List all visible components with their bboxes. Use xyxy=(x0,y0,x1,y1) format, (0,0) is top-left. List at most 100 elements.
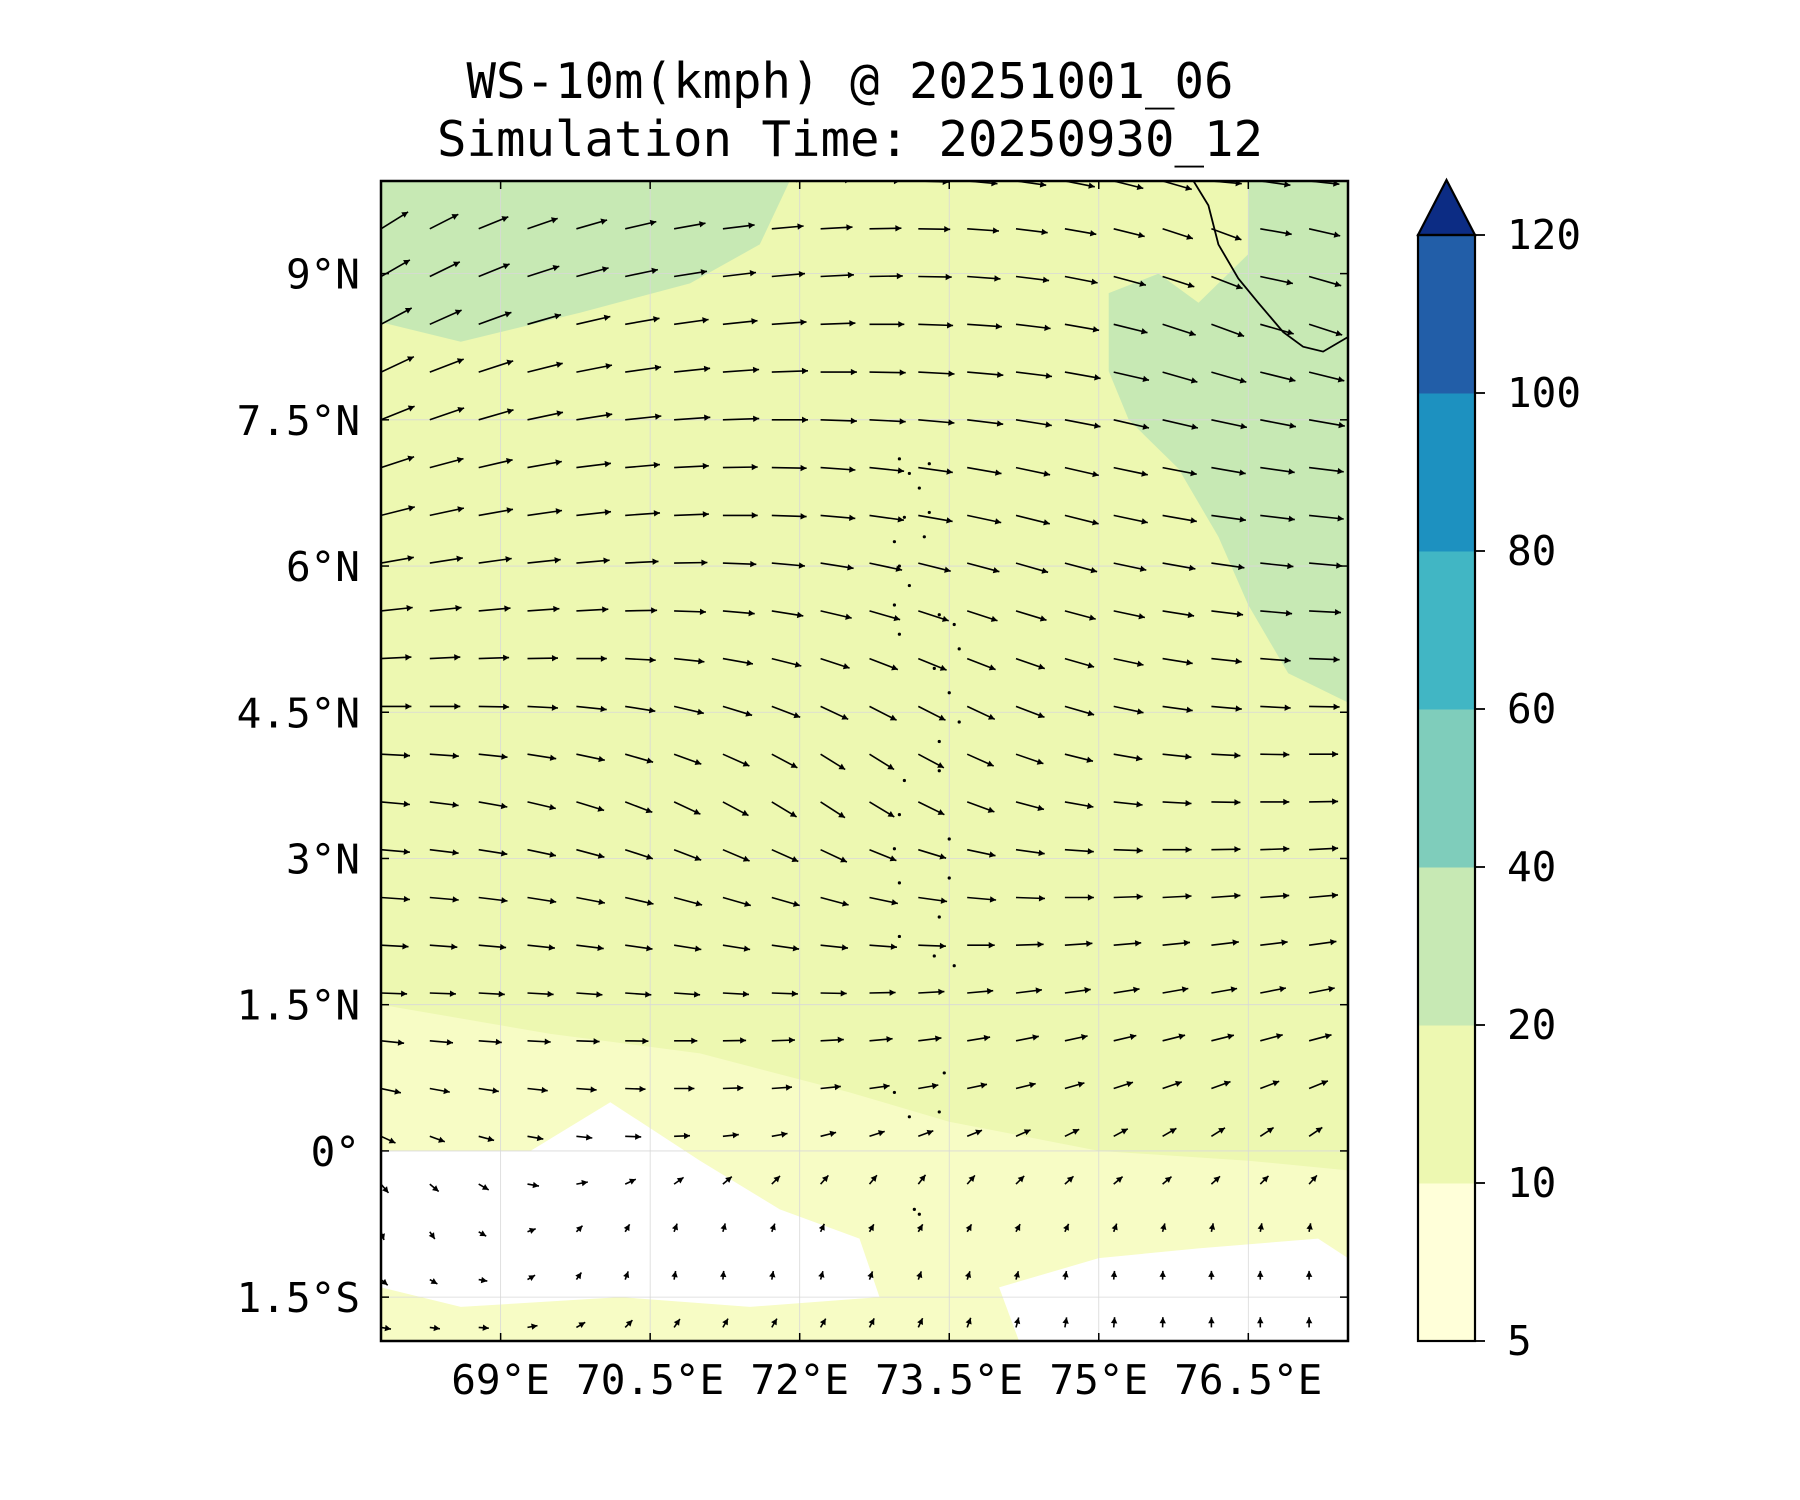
wind-arrow xyxy=(868,1174,878,1185)
island-dot xyxy=(892,603,897,607)
colorbar-extend-arrow xyxy=(1416,177,1477,237)
wind-arrow xyxy=(576,705,607,713)
wind-arrow-head xyxy=(1134,940,1142,947)
wind-arrow-head xyxy=(897,516,904,523)
wind-arrow-head xyxy=(504,311,512,318)
wind-arrow-head xyxy=(841,944,849,951)
wind-arrow xyxy=(1110,1270,1118,1280)
wind-arrow-head xyxy=(1279,986,1286,993)
wind-arrow xyxy=(625,413,662,421)
wind-arrow-head xyxy=(740,1037,747,1044)
wind-arrow xyxy=(381,1324,392,1332)
wind-arrow xyxy=(674,608,707,615)
wind-arrow xyxy=(527,1134,544,1142)
wind-arrow-head xyxy=(994,518,1002,525)
wind-arrow xyxy=(1064,657,1095,669)
wind-arrow-head xyxy=(702,462,709,470)
wind-arrow-head xyxy=(785,1084,793,1091)
wind-arrow-head xyxy=(1110,1317,1118,1324)
wind-arrow-head xyxy=(646,757,654,764)
y-axis-labels: 9°N 7.5°N 6°N 4.5°N 3°N 1.5°N 0° 1.5°S xyxy=(237,251,360,1323)
wind-arrow xyxy=(478,1087,499,1094)
wind-arrow xyxy=(624,801,653,814)
wind-arrow-head xyxy=(604,509,612,516)
wind-arrow xyxy=(1260,845,1290,853)
wind-arrow xyxy=(1113,610,1146,620)
wind-arrow xyxy=(1064,610,1096,621)
wind-arrow-head xyxy=(1190,469,1197,477)
wind-arrow-head xyxy=(382,1186,389,1193)
wind-arrow-shaft xyxy=(1211,419,1248,429)
wind-arrow-head xyxy=(752,366,760,374)
wind-arrow-head xyxy=(479,1230,487,1237)
wind-arrow xyxy=(429,848,459,856)
wind-arrow-head xyxy=(406,604,413,612)
wind-arrow-shaft xyxy=(967,419,1004,425)
wind-arrow-head xyxy=(773,1175,780,1183)
wind-arrow xyxy=(381,555,414,564)
wind-arrow xyxy=(527,944,555,951)
wind-arrow-head xyxy=(994,469,1002,476)
wind-arrow xyxy=(576,314,611,326)
wind-arrow-head xyxy=(1081,1034,1088,1041)
island-dot xyxy=(957,647,961,651)
wind-arrow-head xyxy=(455,604,462,612)
x-tick-label: 75°E xyxy=(1049,1356,1148,1404)
wind-arrow xyxy=(1208,1317,1215,1328)
wind-arrow xyxy=(625,896,654,906)
wind-arrow-head xyxy=(1236,610,1244,618)
wind-arrow-head xyxy=(1077,1081,1085,1088)
wind-arrow xyxy=(478,359,514,373)
wind-arrow-head xyxy=(939,664,947,671)
island-dot xyxy=(897,632,901,636)
island-dot xyxy=(917,1212,921,1216)
wind-arrow-head xyxy=(769,1271,776,1278)
wind-arrow xyxy=(722,848,750,862)
y-tick-label: 1.5°N xyxy=(237,982,360,1030)
wind-arrow-head xyxy=(818,1271,825,1278)
wind-arrow xyxy=(1308,1126,1323,1137)
wind-arrow-head xyxy=(1257,1270,1264,1277)
wind-arrow xyxy=(429,181,432,182)
wind-arrow-head xyxy=(1181,986,1189,993)
wind-arrow-head xyxy=(1035,987,1042,994)
wind-arrow-head xyxy=(1037,941,1044,948)
wind-arrow-head xyxy=(1185,893,1192,900)
wind-arrow-head xyxy=(1234,799,1241,806)
wind-arrow-head xyxy=(1142,423,1150,430)
wind-arrow xyxy=(869,1130,885,1138)
wind-arrow-head xyxy=(597,852,605,859)
island-dot xyxy=(937,613,941,617)
wind-arrow-head xyxy=(800,464,807,472)
wind-arrow-head xyxy=(506,359,514,366)
wind-arrow xyxy=(771,990,798,997)
wind-arrow xyxy=(967,988,994,995)
wind-arrow-head xyxy=(838,763,846,770)
wind-arrow xyxy=(1162,275,1195,289)
wind-arrow-head xyxy=(532,1181,539,1189)
wind-arrow xyxy=(1113,514,1148,525)
wind-arrow xyxy=(820,514,856,522)
wind-arrow-shaft xyxy=(527,362,563,373)
wind-arrow-shaft xyxy=(576,364,613,373)
wind-arrow-head xyxy=(1191,423,1198,430)
wind-arrow xyxy=(478,181,482,182)
wind-arrow-head xyxy=(946,468,953,475)
wind-arrow xyxy=(478,1038,502,1046)
wind-arrow-head xyxy=(536,1134,544,1142)
wind-arrow xyxy=(1064,275,1098,285)
wind-arrow-head xyxy=(653,461,660,469)
wind-arrow xyxy=(820,1036,844,1044)
island-dot xyxy=(907,583,911,588)
wind-arrow-head xyxy=(917,1318,923,1325)
wind-arrow xyxy=(478,507,514,517)
wind-arrow-shaft xyxy=(869,419,906,423)
wind-arrow-head xyxy=(1315,1127,1323,1134)
wind-arrow xyxy=(674,365,711,373)
wind-arrow xyxy=(1062,1317,1069,1328)
wind-arrow-head xyxy=(1183,939,1190,947)
wind-arrow xyxy=(1162,419,1199,430)
wind-arrow xyxy=(820,896,849,907)
wind-arrow-head xyxy=(501,753,508,760)
